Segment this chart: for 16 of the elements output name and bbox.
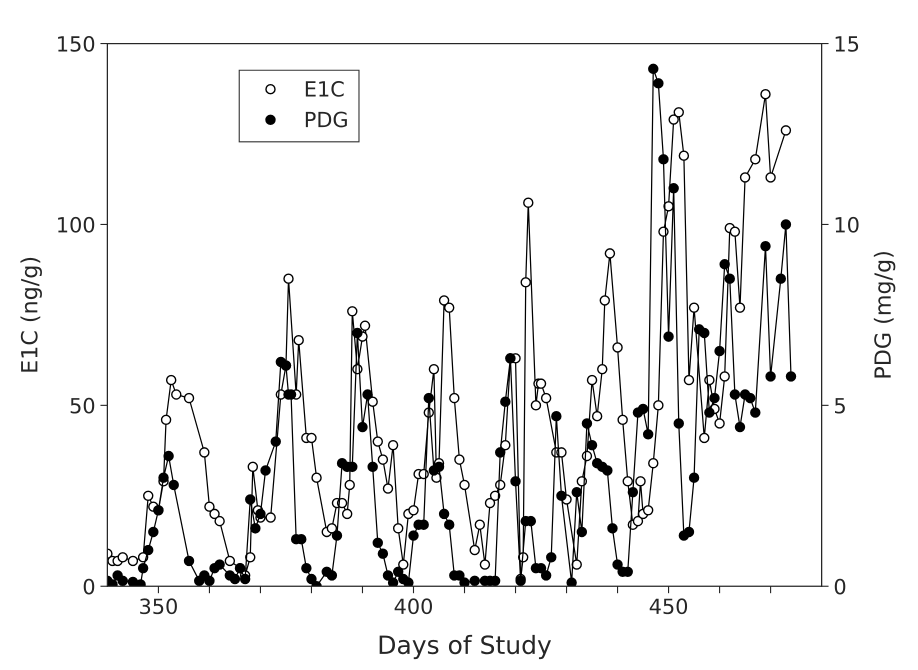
- y-tick-label: 150: [58, 36, 94, 52]
- y2-tick-label: 0: [834, 578, 846, 594]
- y-axis-title: E1C (ng/g): [20, 258, 42, 372]
- y2-tick-label: 10: [836, 216, 859, 233]
- legend-label: PDG: [306, 112, 347, 128]
- y-tick-label: 0: [84, 578, 94, 594]
- y2-tick-label: 5: [835, 398, 845, 414]
- legend-label: E1C: [306, 81, 344, 97]
- x-tick-label: 350: [140, 598, 177, 614]
- y-tick-label: 100: [58, 216, 94, 233]
- y-tick-label: 50: [70, 398, 94, 414]
- x-tick-label: 400: [394, 598, 432, 614]
- x-axis-title: Days of Study: [380, 634, 552, 660]
- y2-axis-title: PDG (mg/g): [874, 252, 896, 378]
- x-tick-label: 450: [650, 598, 688, 614]
- y2-tick-label: 15: [836, 36, 858, 52]
